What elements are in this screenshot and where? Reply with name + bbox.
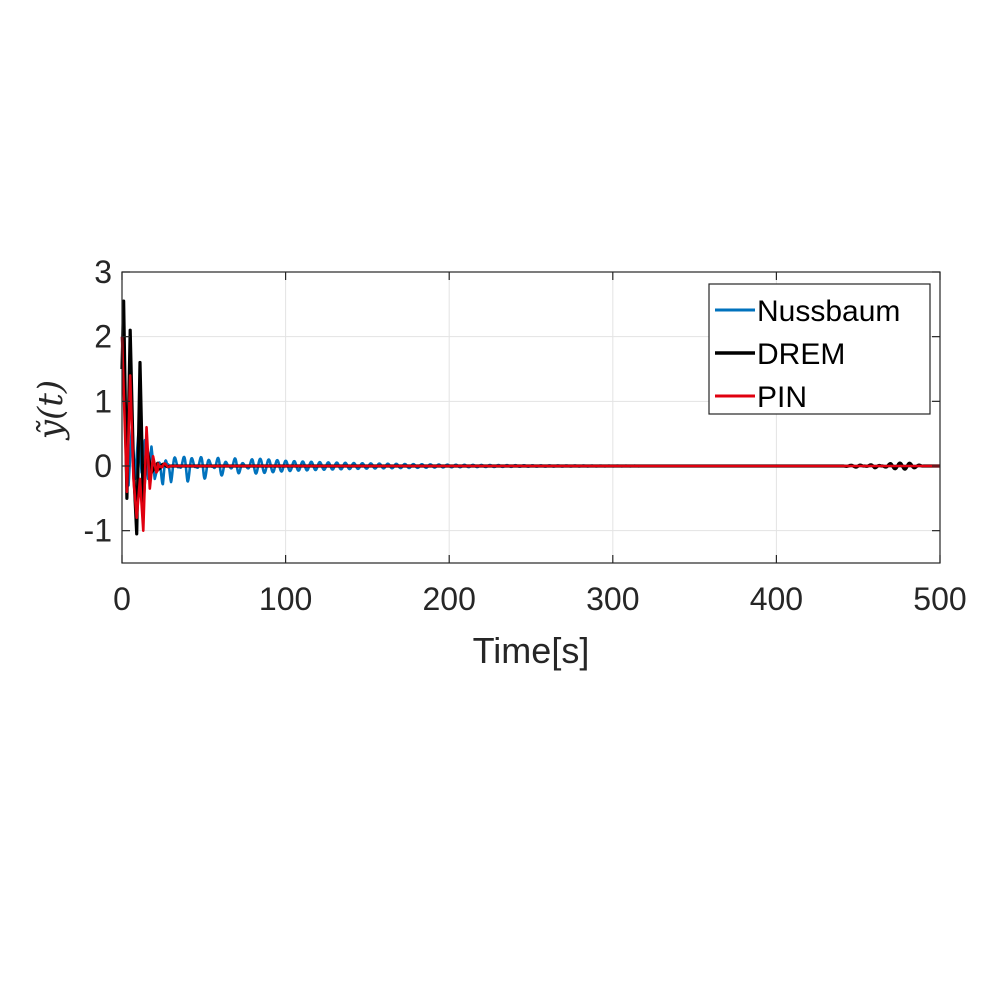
legend-label: Nussbaum xyxy=(757,295,900,328)
y-tick-label: 0 xyxy=(94,448,112,484)
y-tick-label: -1 xyxy=(84,513,112,549)
y-tick-label: 3 xyxy=(94,254,112,290)
plot-frame xyxy=(121,271,941,564)
series-line-pin xyxy=(120,336,941,532)
x-axis-label: Time[s] xyxy=(473,630,590,671)
legend-label: DREM xyxy=(757,338,845,371)
y-axis-label: ỹ(t) xyxy=(31,380,71,441)
legend-box xyxy=(708,283,931,415)
x-tick-label: 200 xyxy=(423,581,476,617)
x-tick-label: 100 xyxy=(259,581,312,617)
ticks xyxy=(121,271,941,563)
x-tick-label: 0 xyxy=(113,581,131,617)
series-layer xyxy=(120,299,942,536)
x-tick-label: 400 xyxy=(750,581,803,617)
y-tick-label: 1 xyxy=(94,383,112,419)
legend: Nussbaum DREM PIN xyxy=(708,283,931,415)
x-tick-label: 300 xyxy=(586,581,639,617)
legend-label: PIN xyxy=(757,381,807,414)
y-tick-label: 2 xyxy=(94,319,112,355)
x-tick-label: 500 xyxy=(913,581,966,617)
